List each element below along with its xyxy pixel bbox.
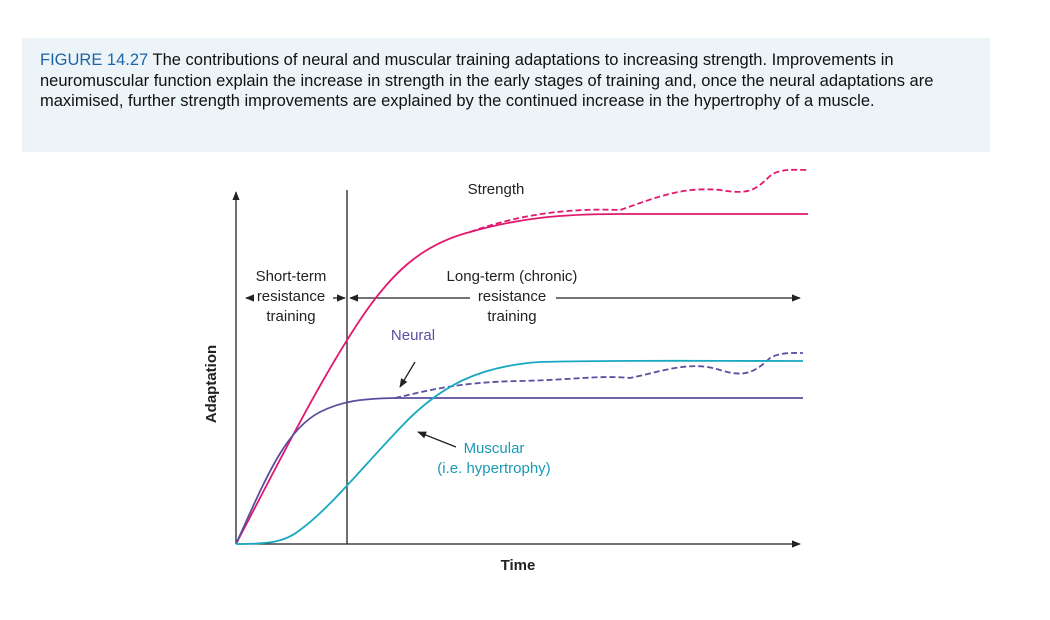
strength-curve (235, 213, 808, 545)
caption-label: FIGURE 14.27 (40, 51, 149, 69)
short-term-label: Short-term (256, 268, 327, 285)
muscular-label: (i.e. hypertrophy) (437, 460, 550, 477)
neural-curve (235, 397, 803, 545)
short-term-label: resistance (257, 288, 325, 305)
strength-dashed (469, 168, 809, 233)
x-axis-label: Time (501, 557, 536, 574)
neural-pointer (399, 361, 416, 388)
strength-label: Strength (468, 181, 525, 198)
long-term-label: resistance (478, 288, 546, 305)
muscular-label: Muscular (464, 440, 525, 457)
muscular-curve (235, 359, 804, 545)
caption: FIGURE 14.27 The contributions of neural… (22, 38, 990, 152)
muscular-pointer (417, 431, 457, 448)
caption-text: The contributions of neural and muscular… (40, 51, 934, 110)
neural-dashed (394, 352, 804, 399)
short-term-label: training (266, 308, 315, 325)
neural-label: Neural (391, 327, 435, 344)
long-term-label: Long-term (chronic) (447, 268, 578, 285)
curves (235, 168, 809, 545)
y-axis-label: Adaptation (203, 345, 220, 423)
axes (232, 190, 801, 548)
long-term-label: training (487, 308, 536, 325)
